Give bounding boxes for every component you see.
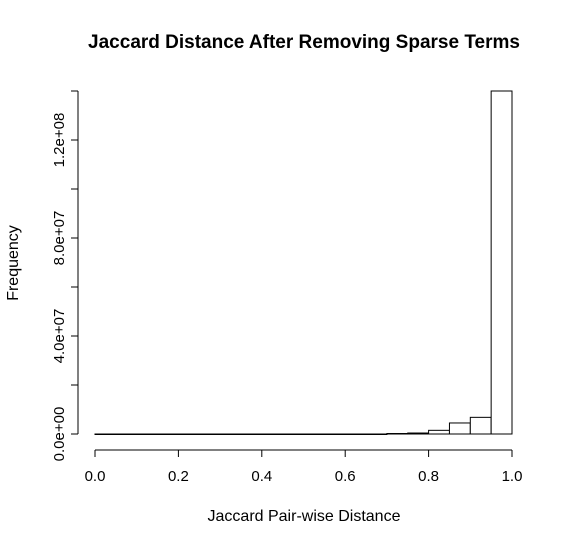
histogram-bar [344, 433, 367, 435]
y-tick-label: 1.2e+08 [51, 113, 68, 168]
x-axis: 0.0 0.2 0.4 0.6 0.8 1.0 [85, 449, 523, 485]
x-tick-label: 0.2 [168, 468, 189, 485]
histogram-bar [407, 432, 430, 435]
chart-title: Jaccard Distance After Removing Sparse T… [88, 32, 520, 53]
histogram-bar [428, 429, 450, 435]
y-axis: 0.0e+00 4.0e+07 8.0e+07 1.2e+08 [51, 90, 79, 462]
histogram-bar [177, 433, 200, 435]
histogram-bar [469, 416, 492, 435]
histogram-bar [386, 433, 409, 435]
y-tick-label: 4.0e+07 [51, 309, 68, 364]
histogram-bar [490, 90, 513, 435]
histogram-bar [219, 433, 242, 435]
x-tick-label: 1.0 [502, 468, 523, 485]
histogram-bar [115, 433, 138, 435]
x-axis-label: Jaccard Pair-wise Distance [208, 508, 401, 525]
histogram-bar [448, 422, 471, 435]
x-tick-label: 0.4 [251, 468, 272, 485]
histogram-bar [157, 433, 179, 435]
histogram-bar [261, 433, 284, 435]
histogram-bar [282, 433, 304, 435]
y-tick-label: 0.0e+00 [51, 407, 68, 462]
histogram-bar [136, 433, 159, 435]
histogram-bar [198, 433, 221, 435]
x-tick-label: 0.0 [85, 468, 106, 485]
histogram-bar [323, 433, 346, 435]
histogram-bar [303, 433, 325, 435]
x-tick-label: 0.6 [335, 468, 356, 485]
y-axis-label: Frequency [5, 225, 22, 301]
histogram-bar [240, 433, 263, 435]
histogram-bar [365, 433, 388, 435]
y-tick-label: 8.0e+07 [51, 211, 68, 266]
x-tick-label: 0.8 [418, 468, 439, 485]
histogram-bar [94, 433, 117, 435]
bars-group [94, 90, 513, 435]
